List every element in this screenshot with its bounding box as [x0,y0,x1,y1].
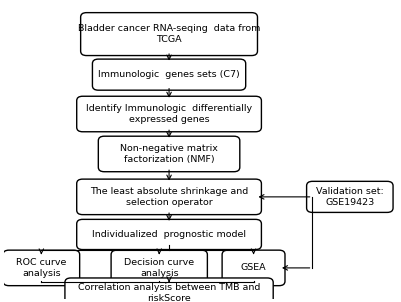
FancyBboxPatch shape [77,96,261,132]
Text: Validation set:
GSE19423: Validation set: GSE19423 [316,187,384,207]
FancyBboxPatch shape [98,136,240,172]
Text: Individualized  prognostic model: Individualized prognostic model [92,230,246,239]
FancyBboxPatch shape [81,13,257,56]
Text: ROC curve
analysis: ROC curve analysis [16,258,67,278]
Text: Correlation analysis between TMB and
riskScore: Correlation analysis between TMB and ris… [78,283,260,302]
FancyBboxPatch shape [307,181,393,212]
Text: Identify Immunologic  differentially
expressed genes: Identify Immunologic differentially expr… [86,104,252,124]
Text: Non-negative matrix
factorization (NMF): Non-negative matrix factorization (NMF) [120,144,218,164]
FancyBboxPatch shape [77,179,261,215]
Text: Bladder cancer RNA-seqing  data from
TCGA: Bladder cancer RNA-seqing data from TCGA [78,24,260,44]
FancyBboxPatch shape [65,278,273,302]
FancyBboxPatch shape [77,219,261,249]
FancyBboxPatch shape [3,250,80,286]
Text: The least absolute shrinkage and
selection operator: The least absolute shrinkage and selecti… [90,187,248,207]
FancyBboxPatch shape [92,59,246,90]
Text: Decision curve
analysis: Decision curve analysis [124,258,194,278]
FancyBboxPatch shape [111,250,207,286]
Text: GSEA: GSEA [241,263,266,272]
FancyBboxPatch shape [222,250,285,286]
Text: Immunologic  genes sets (C7): Immunologic genes sets (C7) [98,70,240,79]
